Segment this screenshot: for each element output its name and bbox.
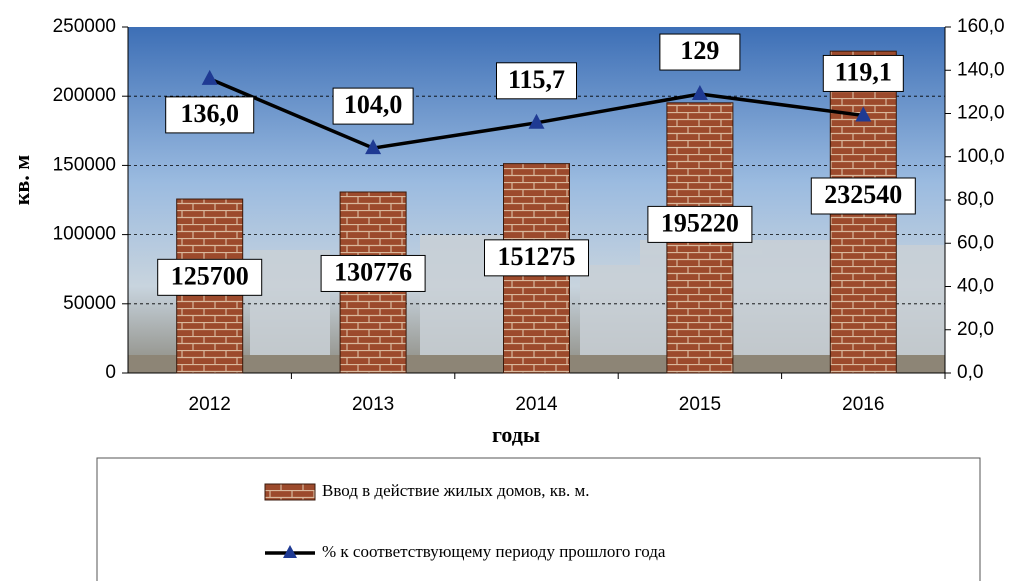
y2-tick-label: 60,0	[957, 232, 994, 253]
bar-value-label: 125700	[171, 261, 249, 290]
x-tick-label: 2015	[679, 394, 721, 415]
bar-value-label: 151275	[498, 242, 576, 271]
y2-tick-label: 20,0	[957, 319, 994, 340]
y-tick-label: 200000	[53, 85, 116, 106]
x-tick-label: 2014	[515, 394, 558, 415]
y2-tick-label: 140,0	[957, 59, 1005, 80]
x-tick-label: 2016	[842, 394, 884, 415]
legend-label: % к соответствующему периоду прошлого го…	[322, 542, 666, 561]
y-axis-label: кв. м	[9, 155, 34, 206]
bar-value-label: 195220	[661, 208, 739, 237]
line-value-label: 104,0	[344, 90, 403, 119]
y2-tick-label: 80,0	[957, 189, 994, 210]
legend-swatch	[265, 484, 315, 500]
x-tick-label: 2012	[189, 394, 231, 415]
y-tick-label: 250000	[53, 16, 116, 37]
y2-tick-label: 100,0	[957, 146, 1005, 167]
x-axis-label: годы	[492, 422, 540, 447]
y-tick-label: 0	[105, 362, 116, 383]
y2-tick-label: 160,0	[957, 16, 1005, 37]
line-value-label: 119,1	[835, 57, 892, 86]
y2-tick-label: 120,0	[957, 103, 1005, 124]
bar-value-label: 130776	[334, 257, 412, 286]
line-value-label: 136,0	[180, 99, 239, 128]
y-tick-label: 100000	[53, 224, 116, 245]
legend-label: Ввод в действие жилых домов, кв. м.	[322, 481, 590, 500]
bar-value-label: 232540	[824, 180, 902, 209]
page: {"chart_data": {"type": "bar", "y_label"…	[0, 0, 1032, 581]
chart: кв. м годы 0 50000 100000 150000 200000 25000…	[0, 0, 1032, 581]
y2-tick-label: 0,0	[957, 362, 983, 383]
x-tick-label: 2013	[352, 394, 394, 415]
y-tick-label: 50000	[63, 293, 116, 314]
line-value-label: 129	[680, 36, 719, 65]
line-value-label: 115,7	[508, 65, 565, 94]
legend	[97, 458, 980, 581]
y2-tick-label: 40,0	[957, 276, 994, 297]
y-tick-label: 150000	[53, 154, 116, 175]
